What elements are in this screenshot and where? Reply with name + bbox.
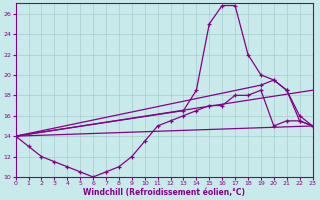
X-axis label: Windchill (Refroidissement éolien,°C): Windchill (Refroidissement éolien,°C) <box>83 188 245 197</box>
